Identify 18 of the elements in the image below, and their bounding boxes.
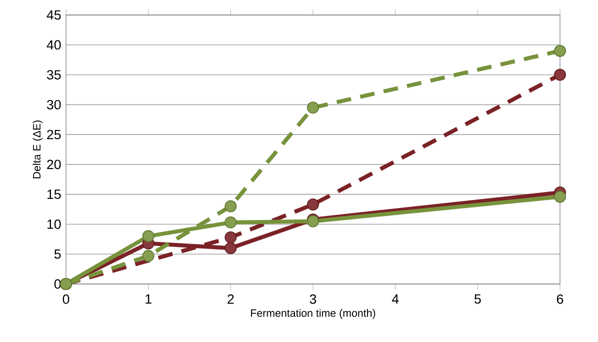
y-tick-label: 15 <box>47 190 61 199</box>
x-tick-label: 6 <box>556 294 564 304</box>
y-tick-label: 35 <box>46 70 61 80</box>
x-tick-label: 3 <box>310 294 316 304</box>
y-tick-label: 25 <box>47 130 61 140</box>
x-tick-label: 0 <box>62 294 70 304</box>
y-tick-label: 30 <box>46 100 61 110</box>
y-tick-label: 45 <box>46 10 61 20</box>
x-tick-label: 4 <box>392 294 399 304</box>
x-axis-title: Fermentation time (month) <box>251 308 376 319</box>
y-tick-label: 20 <box>47 160 61 170</box>
x-tick-label: 2 <box>228 294 234 304</box>
x-tick-label: 1 <box>146 294 152 304</box>
y-tick-label: 5 <box>54 249 61 259</box>
y-tick-label: 10 <box>47 220 61 229</box>
y-tick-label: 40 <box>46 40 61 50</box>
y-axis-title: Delta E (ΔE) <box>32 120 43 178</box>
x-tick-label: 5 <box>474 294 481 304</box>
